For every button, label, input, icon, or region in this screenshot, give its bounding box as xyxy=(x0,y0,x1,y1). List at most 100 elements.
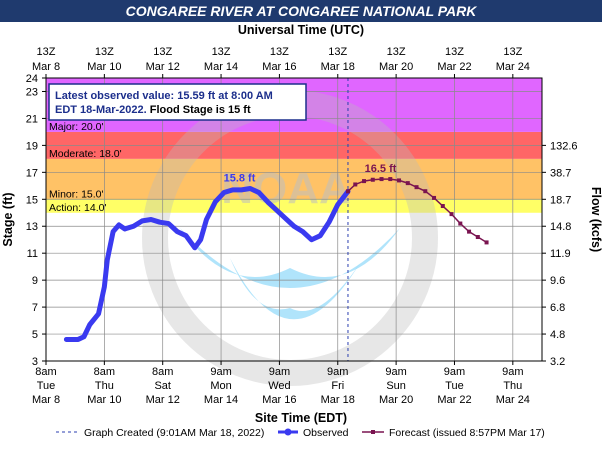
bottom-tick-day: Tue xyxy=(37,380,56,392)
forecast-point xyxy=(405,181,410,186)
observed-series-line xyxy=(63,186,351,342)
y2-tick-label: 4.8 xyxy=(550,329,565,341)
top-tick-date: Mar 20 xyxy=(379,61,413,73)
legend-observed-marker xyxy=(284,428,292,436)
flood-label-moderate: Moderate: 18.0' xyxy=(49,148,122,160)
bottom-tick-time: 9am xyxy=(210,366,231,378)
y-tick-label: 7 xyxy=(32,302,38,314)
y-tick-label: 9 xyxy=(32,275,38,287)
top-tick-label: 13Z xyxy=(387,46,406,58)
top-tick-date: Mar 8 xyxy=(32,61,60,73)
flood-label-major: Major: 20.0' xyxy=(49,121,104,133)
y-tick-label: 24 xyxy=(26,73,38,85)
legend-observed-label: Observed xyxy=(303,427,349,439)
y2-tick-label: 9.6 xyxy=(550,275,565,287)
y2-tick-label: 6.8 xyxy=(550,302,565,314)
bottom-tick-date: Mar 8 xyxy=(32,394,60,406)
forecast-point xyxy=(345,189,350,194)
top-tick-label: 13Z xyxy=(95,46,114,58)
top-tick-date: Mar 24 xyxy=(496,61,530,73)
noaa-seal-wave xyxy=(180,228,400,288)
bottom-tick-date: Mar 14 xyxy=(204,394,238,406)
y-axis-title: Stage (ft) xyxy=(1,192,15,246)
bottom-tick-date: Mar 16 xyxy=(262,394,296,406)
y2-tick-label: 18.7 xyxy=(550,194,571,206)
bottom-tick-day: Wed xyxy=(268,380,290,392)
bottom-tick-date: Mar 22 xyxy=(437,394,471,406)
bottom-tick-time: 9am xyxy=(269,366,290,378)
y-tick-label: 5 xyxy=(32,329,38,341)
bottom-tick-date: Mar 10 xyxy=(87,394,121,406)
bottom-tick-time: 8am xyxy=(35,366,56,378)
top-tick-date: Mar 18 xyxy=(321,61,355,73)
bottom-tick-day: Thu xyxy=(503,380,522,392)
title-bar xyxy=(0,0,602,22)
forecast-point xyxy=(362,179,367,184)
y2-tick-label: 14.8 xyxy=(550,221,571,233)
bottom-tick-day: Sun xyxy=(386,380,406,392)
forecast-point xyxy=(414,185,419,190)
bottom-tick-date: Mar 20 xyxy=(379,394,413,406)
bottom-axis-title: Site Time (EDT) xyxy=(255,411,347,425)
legend-forecast-label: Forecast (issued 8:57PM Mar 17) xyxy=(389,427,545,439)
info-box-line2: EDT 18-Mar-2022. Flood Stage is 15 ft xyxy=(55,104,251,116)
bottom-tick-day: Tue xyxy=(445,380,464,392)
bottom-tick-time: 9am xyxy=(385,366,406,378)
plot-border xyxy=(45,77,543,362)
y-tick-label: 17 xyxy=(26,167,38,179)
bottom-tick-date: Mar 12 xyxy=(146,394,180,406)
legend-forecast-marker xyxy=(371,430,375,434)
info-box-line2-suffix: Flood Stage is 15 ft xyxy=(147,104,251,116)
top-tick-label: 13Z xyxy=(212,46,231,58)
top-tick-label: 13Z xyxy=(153,46,172,58)
top-tick-label: 13Z xyxy=(503,46,522,58)
forecast-point xyxy=(440,204,445,209)
flood-label-minor: Minor: 15.0' xyxy=(49,188,104,200)
forecast-point xyxy=(388,177,393,182)
bottom-tick-time: 9am xyxy=(327,366,348,378)
y-tick-label: 21 xyxy=(26,113,38,125)
top-tick-label: 13Z xyxy=(37,46,56,58)
y-tick-label: 11 xyxy=(27,248,38,260)
top-tick-date: Mar 14 xyxy=(204,61,238,73)
top-tick-label: 13Z xyxy=(445,46,464,58)
top-tick-date: Mar 16 xyxy=(262,61,296,73)
y2-tick-label: 132.6 xyxy=(550,140,578,152)
top-axis-title: Universal Time (UTC) xyxy=(238,23,364,37)
info-box-line1: Latest observed value: 15.59 ft at 8:00 … xyxy=(55,90,273,102)
bottom-tick-time: 8am xyxy=(152,366,173,378)
flood-band-action xyxy=(46,199,542,213)
y2-tick-label: 38.7 xyxy=(550,167,571,179)
observed-peak-label: 15.8 ft xyxy=(224,173,256,185)
bottom-tick-time: 9am xyxy=(444,366,465,378)
forecast-point xyxy=(484,240,489,245)
y2-tick-label: 3.2 xyxy=(550,356,565,368)
bottom-tick-day: Sat xyxy=(154,380,171,392)
bottom-tick-time: 9am xyxy=(502,366,523,378)
top-tick-label: 13Z xyxy=(270,46,289,58)
top-tick-date: Mar 12 xyxy=(146,61,180,73)
forecast-point xyxy=(432,195,437,200)
forecast-point xyxy=(370,177,375,182)
y2-axis-title: Flow (kcfs) xyxy=(589,187,602,252)
forecast-point xyxy=(397,178,402,183)
y-tick-label: 19 xyxy=(26,140,38,152)
bottom-tick-time: 8am xyxy=(94,366,115,378)
forecast-peak-label: 16.5 ft xyxy=(365,163,397,175)
y-tick-label: 13 xyxy=(26,221,38,233)
info-box xyxy=(48,83,307,121)
forecast-point xyxy=(449,212,454,217)
bottom-tick-day: Thu xyxy=(95,380,114,392)
forecast-point xyxy=(379,177,384,182)
y-tick-label: 15 xyxy=(26,194,38,206)
y-tick-label: 23 xyxy=(26,86,38,98)
y2-tick-label: 11.9 xyxy=(550,248,571,260)
forecast-point xyxy=(467,229,472,234)
forecast-point xyxy=(353,182,358,187)
legend-created-label: Graph Created (9:01AM Mar 18, 2022) xyxy=(84,427,264,439)
forecast-point xyxy=(423,189,428,194)
flood-band-minor xyxy=(46,158,542,200)
y-tick-label: 3 xyxy=(32,356,38,368)
noaa-seal-wave-lower xyxy=(230,258,360,320)
